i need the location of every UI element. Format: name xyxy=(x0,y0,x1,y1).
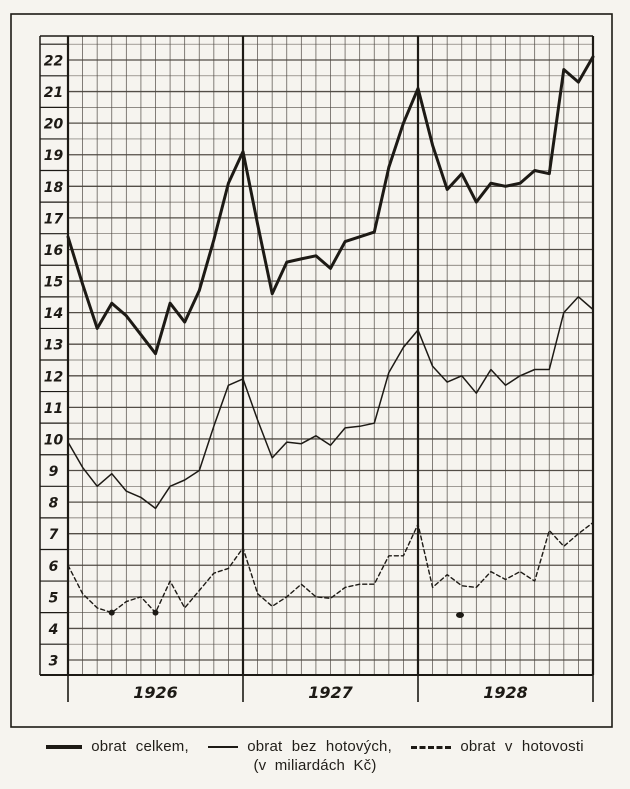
legend-sample-thin-line xyxy=(208,746,239,749)
x-year-label: 1928 xyxy=(483,683,528,702)
x-axis: 1926 1927 1928 xyxy=(67,675,594,702)
y-tick-label: 4 xyxy=(48,622,59,638)
y-tick-label: 13 xyxy=(44,338,63,354)
series-thin xyxy=(67,296,594,510)
y-tick-label: 20 xyxy=(44,117,64,133)
legend-label-noncash: obrat bez hotových, xyxy=(247,738,392,755)
y-axis-label-column xyxy=(39,36,68,675)
y-tick-label: 3 xyxy=(49,654,59,670)
y-tick-label: 7 xyxy=(49,527,59,543)
y-tick-label: 12 xyxy=(44,369,63,385)
y-tick-label: 21 xyxy=(44,85,63,101)
y-tick-label: 18 xyxy=(44,180,64,196)
y-tick-label: 9 xyxy=(49,464,59,480)
y-tick-label: 15 xyxy=(44,275,64,291)
figure-frame xyxy=(10,13,613,728)
y-tick-label: 8 xyxy=(49,496,59,512)
y-tick-label: 19 xyxy=(44,148,64,164)
legend-item-cash: obrat v hotovosti xyxy=(411,738,584,755)
y-tick-label: 17 xyxy=(44,211,64,227)
grid-vertical xyxy=(66,36,595,675)
y-tick-label: 11 xyxy=(44,401,63,417)
y-tick-label: 16 xyxy=(44,243,64,259)
y-tick-label: 22 xyxy=(44,54,63,70)
legend-label-total: obrat celkem, xyxy=(91,738,189,755)
legend-item-total: obrat celkem, xyxy=(46,738,189,755)
legend-label-cash: obrat v hotovosti xyxy=(460,738,584,755)
y-tick-label: 6 xyxy=(49,559,59,575)
print-artifact-dot xyxy=(456,612,464,618)
x-year-label: 1926 xyxy=(133,683,178,702)
x-year-label: 1927 xyxy=(308,683,353,702)
legend-sample-thick-line xyxy=(46,745,83,750)
chart-caption: (v miliardách Kč) xyxy=(253,757,377,774)
y-tick-label: 10 xyxy=(44,432,64,448)
series-thick xyxy=(66,55,595,356)
legend-sample-dashed-line xyxy=(411,745,452,749)
dashed-vertex-dot xyxy=(108,609,115,616)
legend-item-noncash: obrat bez hotových, xyxy=(208,738,392,755)
chart-legend: obrat celkem, obrat bez hotových, obrat … xyxy=(0,738,630,755)
y-tick-label: 14 xyxy=(44,306,63,322)
y-tick-label: 5 xyxy=(49,590,59,606)
dashed-vertex-dot xyxy=(152,609,159,616)
